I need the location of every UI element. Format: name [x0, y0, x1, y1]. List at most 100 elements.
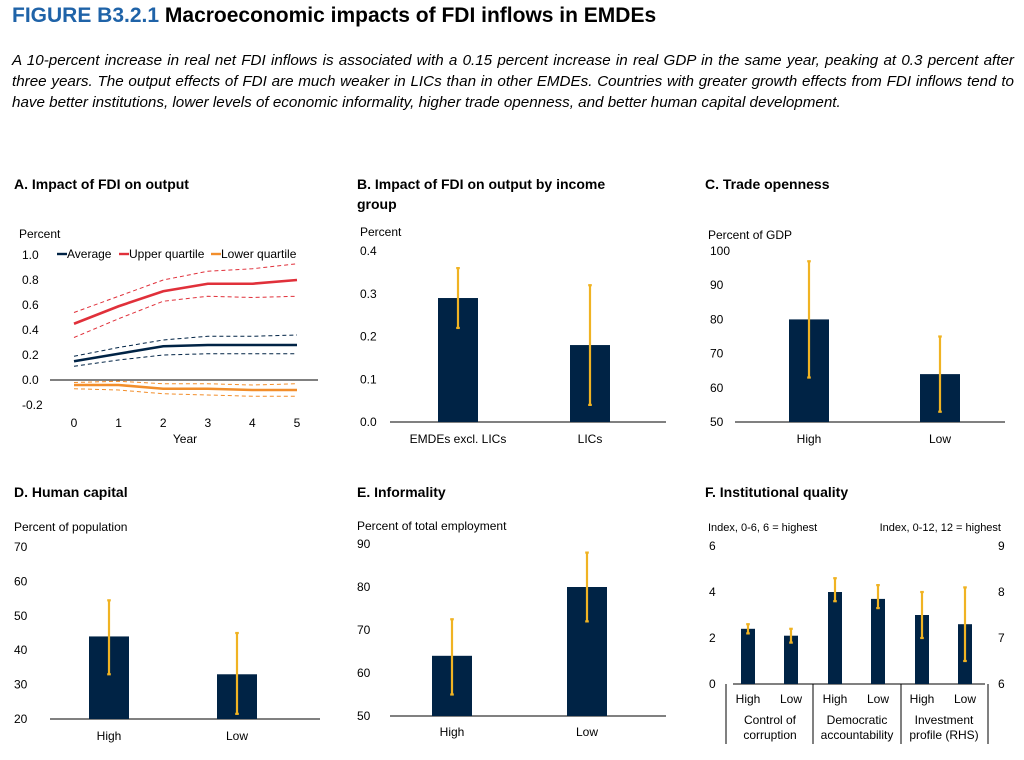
category-label: Low — [780, 692, 802, 706]
category-label: Low — [576, 725, 598, 739]
chart-title: B. Impact of FDI on output by income — [357, 176, 605, 192]
bar — [915, 615, 929, 684]
chart-title: group — [357, 196, 397, 212]
y-tick-label: 70 — [14, 540, 28, 554]
panel-d-bar-chart: D. Human capital Percent of population 70 6… — [14, 484, 320, 743]
y-tick-label: 60 — [710, 381, 724, 395]
bar — [828, 592, 842, 684]
y-tick-label: 90 — [710, 278, 724, 292]
bar — [741, 628, 755, 684]
x-tick-label: 3 — [204, 416, 211, 430]
y-tick-label: 0.8 — [22, 273, 39, 287]
lower-quartile-legend-label: Lower quartile — [221, 247, 297, 261]
y-tick-label-left: 6 — [709, 539, 716, 553]
category-label: High — [736, 692, 761, 706]
figure-number: FIGURE B3.2.1 — [12, 4, 160, 27]
group-label: Control of — [744, 713, 797, 727]
y-tick-label: 50 — [14, 609, 28, 623]
y-tick-label-right: 9 — [998, 539, 1005, 553]
y-tick-label: 50 — [357, 709, 371, 723]
group-label: accountability — [821, 728, 894, 742]
figure-title: FIGURE B3.2.1 Macroeconomic impacts of F… — [12, 4, 656, 28]
category-label: Low — [954, 692, 976, 706]
y-tick-label: 20 — [14, 712, 28, 726]
panel-c-bar-chart: C. Trade openness Percent of GDP 100 90 80 70… — [705, 176, 1005, 446]
y-tick-label: 0.1 — [360, 372, 377, 386]
y-axis-label: Percent — [360, 225, 402, 239]
chart-title: C. Trade openness — [705, 176, 830, 192]
upper-quartile-legend-label: Upper quartile — [129, 247, 205, 261]
y-tick-label: 0.0 — [22, 373, 39, 387]
panel-e-bar-chart: E. Informality Percent of total employmen… — [357, 484, 666, 739]
y-tick-label: 60 — [357, 666, 371, 680]
y-tick-label-right: 8 — [998, 585, 1005, 599]
bar — [784, 635, 798, 684]
lower-quartile-band-low-line — [73, 388, 297, 397]
y-tick-label: 30 — [14, 678, 28, 692]
category-label: High — [910, 692, 935, 706]
y-tick-label: 1.0 — [22, 248, 39, 262]
category-label: High — [97, 729, 122, 743]
y-tick-label: 0.4 — [22, 323, 39, 337]
category-label: Low — [867, 692, 889, 706]
y-tick-label-right: 7 — [998, 631, 1005, 645]
y-tick-label-right: 6 — [998, 677, 1005, 691]
y-tick-label: 80 — [357, 580, 371, 594]
x-tick-label: 4 — [249, 416, 256, 430]
y-tick-label: -0.2 — [22, 398, 43, 412]
figure-title-text: Macroeconomic impacts of FDI inflows in … — [164, 4, 657, 27]
category-label: EMDEs excl. LICs — [410, 432, 507, 446]
panel-b-bar-chart: B. Impact of FDI on output by income grou… — [357, 176, 666, 446]
x-tick-label: 0 — [71, 416, 78, 430]
figure-caption: A 10-percent increase in real net FDI in… — [12, 52, 1014, 111]
y-tick-label: 0.6 — [22, 298, 39, 312]
upper-quartile-band-low-line — [73, 295, 298, 338]
x-tick-label: 2 — [160, 416, 167, 430]
x-tick-label: 5 — [294, 416, 301, 430]
y-tick-label-left: 2 — [709, 631, 716, 645]
lower-quartile-series-line — [74, 383, 297, 392]
y-tick-label: 0.4 — [360, 244, 377, 258]
upper-quartile-series-line — [73, 278, 298, 325]
x-tick-label: 1 — [115, 416, 122, 430]
average-band-high-line — [73, 334, 298, 357]
y-axis-label: Percent of total employment — [357, 519, 507, 533]
y-tick-label: 0.2 — [360, 330, 377, 344]
y-tick-label: 70 — [710, 347, 724, 361]
group-label: Democratic — [827, 713, 888, 727]
chart-title: D. Human capital — [14, 484, 128, 500]
category-label: Low — [929, 432, 951, 446]
category-label: High — [823, 692, 848, 706]
bar — [871, 598, 885, 684]
group-label: Investment — [915, 713, 974, 727]
y-tick-label: 0.3 — [360, 287, 377, 301]
chart-title: E. Informality — [357, 484, 446, 500]
upper-quartile-band-high-line — [73, 263, 298, 313]
average-series-line — [73, 343, 297, 363]
panel-a-line-chart: A. Impact of FDI on output Percent 1.0 0.8 0… — [14, 176, 318, 446]
average-band-low-line — [73, 353, 297, 367]
average-legend-label: Average — [67, 247, 112, 261]
x-axis-label: Year — [173, 432, 197, 446]
y-axis-label-left: Index, 0-6, 6 = highest — [708, 522, 817, 534]
category-label: Low — [226, 729, 248, 743]
y-axis-label-right: Index, 0-12, 12 = highest — [880, 522, 1001, 534]
y-tick-label: 80 — [710, 312, 724, 326]
y-axis-label: Percent of population — [14, 520, 127, 534]
y-axis-label: Percent — [19, 227, 61, 241]
y-tick-label: 90 — [357, 537, 371, 551]
y-tick-label: 0.2 — [22, 348, 39, 362]
y-tick-label: 70 — [357, 623, 371, 637]
y-tick-label: 60 — [14, 574, 28, 588]
category-label: LICs — [578, 432, 603, 446]
category-label: High — [440, 725, 465, 739]
chart-title: F. Institutional quality — [705, 484, 848, 500]
y-tick-label-left: 0 — [709, 677, 716, 691]
chart-title: A. Impact of FDI on output — [14, 176, 189, 192]
lower-quartile-band-high-line — [73, 380, 298, 386]
y-tick-label: 50 — [710, 415, 724, 429]
y-tick-label-left: 4 — [709, 585, 716, 599]
y-tick-label: 40 — [14, 643, 28, 657]
panel-f-bar-chart: F. Institutional quality Index, 0-6, 6 = … — [705, 484, 1005, 744]
y-tick-label: 0.0 — [360, 415, 377, 429]
